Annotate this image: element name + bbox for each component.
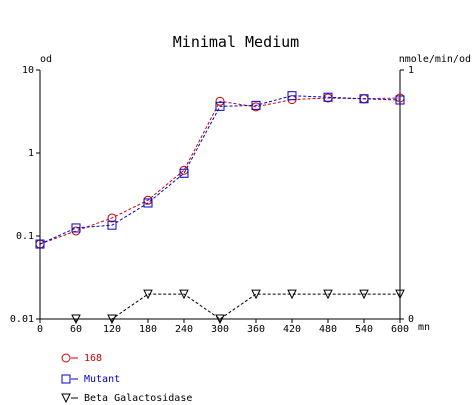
left-tick-label: 0.1 xyxy=(16,231,34,242)
legend-label-mutant: Mutant xyxy=(84,374,120,385)
x-tick-label: 120 xyxy=(103,324,121,335)
series-line-mutant xyxy=(39,95,401,245)
data-point-mutant xyxy=(395,95,405,105)
right-axis-label: nmole/min/od xyxy=(399,54,471,65)
data-point-mutant xyxy=(359,94,369,104)
legend-label-beta-galactosidase: Beta Galactosidase xyxy=(84,393,192,404)
data-point-beta-galactosidase xyxy=(323,289,333,300)
x-tick-label: 540 xyxy=(355,324,373,335)
right-tick-label: 0 xyxy=(408,314,414,325)
series-mutant xyxy=(35,91,405,249)
legend-item-168: 168 xyxy=(61,353,102,364)
legend-marker-168 xyxy=(61,353,71,363)
x-tick-label: 60 xyxy=(70,324,82,335)
legend-label-168: 168 xyxy=(84,353,102,364)
x-tick-label: 240 xyxy=(175,324,193,335)
x-tick-label: 300 xyxy=(211,324,229,335)
legend-marker-mutant xyxy=(61,374,71,384)
data-point-beta-galactosidase xyxy=(71,314,81,325)
series-168 xyxy=(35,93,405,249)
data-point-mutant xyxy=(251,100,261,110)
series-line-168 xyxy=(39,97,401,245)
data-point-mutant xyxy=(35,239,45,249)
data-point-beta-galactosidase xyxy=(251,289,261,300)
x-tick-label: 360 xyxy=(247,324,265,335)
data-point-mutant xyxy=(107,220,117,230)
legend-marker-beta-galactosidase xyxy=(61,393,71,404)
x-tick-label: 600 xyxy=(391,324,409,335)
left-tick-label: 10 xyxy=(22,65,34,76)
data-point-mutant xyxy=(287,91,297,101)
data-point-mutant xyxy=(323,92,333,102)
data-point-mutant xyxy=(143,198,153,208)
data-point-beta-galactosidase xyxy=(395,289,405,300)
x-tick-label: 420 xyxy=(283,324,301,335)
data-point-beta-galactosidase xyxy=(179,289,189,300)
data-point-beta-galactosidase xyxy=(107,314,117,325)
series-line-beta-galactosidase xyxy=(76,293,400,320)
right-tick-label: 1 xyxy=(408,65,414,76)
data-point-168 xyxy=(215,96,225,106)
data-point-168 xyxy=(107,213,117,223)
series-beta-galactosidase xyxy=(71,289,405,325)
data-point-beta-galactosidase xyxy=(143,289,153,300)
legend-item-beta-galactosidase: Beta Galactosidase xyxy=(61,393,192,404)
data-point-beta-galactosidase xyxy=(359,289,369,300)
series-layer xyxy=(35,91,405,325)
data-point-mutant xyxy=(179,168,189,178)
x-tick-label: 0 xyxy=(37,324,43,335)
data-point-mutant xyxy=(71,223,81,233)
left-tick-label: 0.01 xyxy=(10,314,34,325)
x-tick-label: 180 xyxy=(139,324,157,335)
x-axis-unit: mn xyxy=(418,322,430,333)
left-tick-label: 1 xyxy=(28,148,34,159)
left-axis-label: od xyxy=(40,54,52,65)
data-point-mutant xyxy=(215,101,225,111)
data-point-beta-galactosidase xyxy=(215,314,225,325)
ticks-layer: 0 60 120 180 240 300 360 420 480 540 6000.010.1110… xyxy=(10,65,414,335)
legend-item-mutant: Mutant xyxy=(61,374,120,385)
legend: 168 Mutant Beta Galactosidase xyxy=(61,353,192,404)
x-tick-label: 480 xyxy=(319,324,337,335)
data-point-beta-galactosidase xyxy=(287,289,297,300)
chart-title: Minimal Medium xyxy=(173,33,299,51)
